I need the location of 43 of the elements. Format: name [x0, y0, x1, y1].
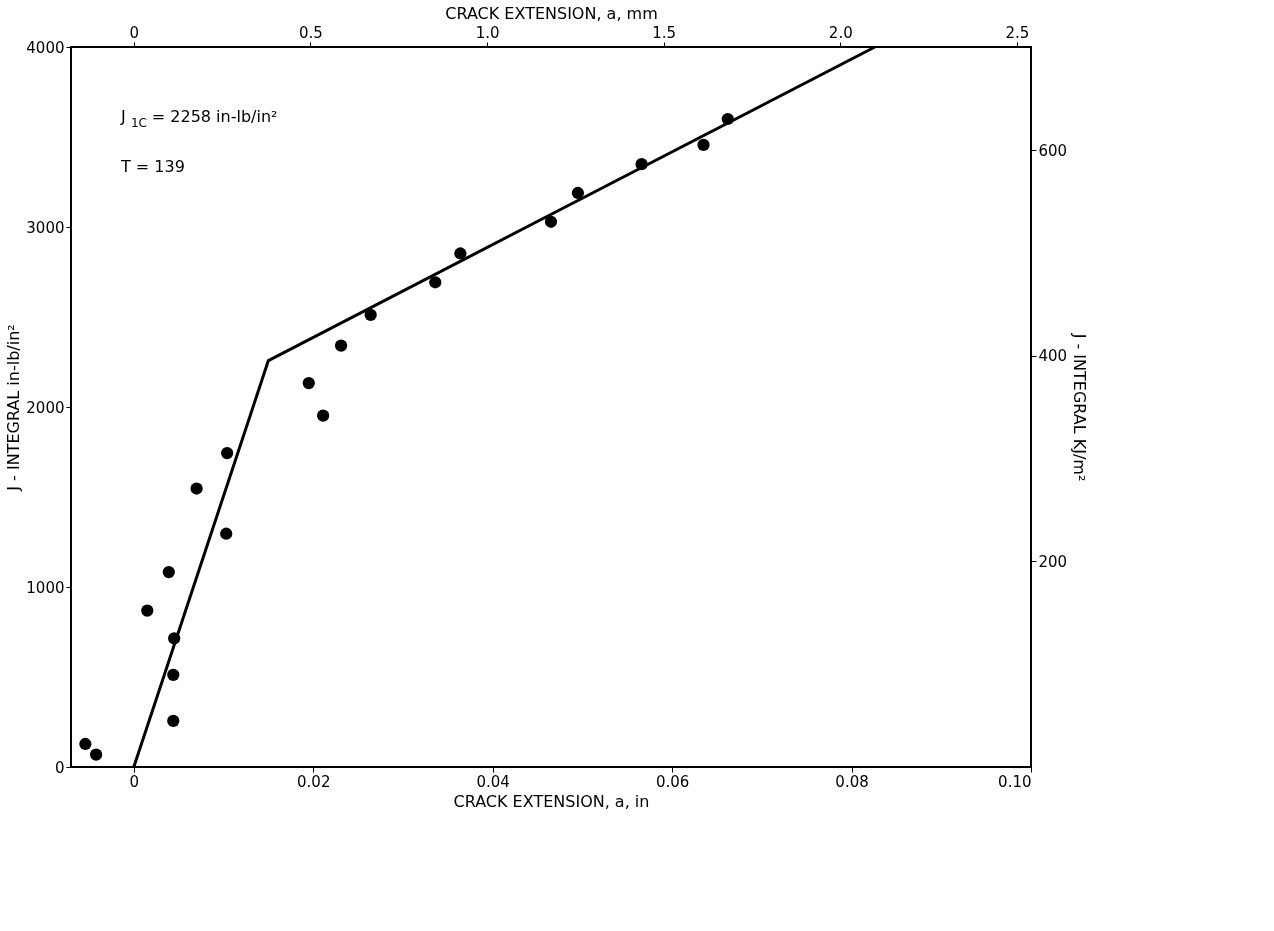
y-tick-label: 3000	[26, 218, 65, 237]
point	[220, 446, 234, 460]
point	[302, 376, 315, 390]
point	[316, 409, 330, 422]
point	[90, 748, 103, 761]
x-tick-label: 0.08	[835, 772, 869, 791]
point	[220, 527, 233, 540]
x2-tick-label: 0	[129, 23, 140, 42]
point	[79, 737, 92, 751]
y2-tick-label: 200	[1038, 552, 1068, 571]
x2-tick-label: 2.0	[828, 23, 853, 42]
y-tick-label: 4000	[26, 38, 65, 57]
y2-tick-label: 600	[1038, 141, 1068, 160]
x-tick-label: 0.10	[998, 772, 1032, 791]
point	[190, 482, 203, 495]
y2-tick-label: 400	[1038, 347, 1068, 366]
point	[364, 308, 377, 321]
y-axis-title: J - INTEGRAL in-lb/in²	[4, 324, 24, 492]
point	[697, 138, 710, 152]
point	[141, 604, 154, 617]
point	[167, 714, 180, 728]
annotation: T = 139	[120, 157, 185, 176]
x2-tick-label: 1.0	[475, 23, 500, 42]
x-tick-label: 0.04	[476, 772, 510, 791]
x-axis-title: CRACK EXTENSION, a, in	[453, 791, 650, 811]
y-tick-label: 2000	[26, 398, 65, 417]
x2-tick-label: 2.5	[1005, 23, 1030, 42]
x2-axis-title: CRACK EXTENSION, a, mm	[445, 3, 658, 23]
x-tick-label: 0.06	[655, 772, 690, 791]
point	[454, 247, 467, 260]
y-tick-label: 0	[54, 758, 65, 777]
point	[167, 668, 180, 681]
y2-axis-title: J - INTEGRAL KJ/m²	[1070, 332, 1090, 482]
x-tick-label: 0	[129, 772, 140, 791]
point	[544, 215, 558, 228]
point	[571, 186, 585, 200]
y-tick-label: 1000	[26, 578, 65, 597]
x-tick-label: 0.02	[297, 772, 331, 791]
point	[334, 339, 348, 352]
point	[162, 565, 175, 579]
x2-tick-label: 1.5	[652, 23, 677, 42]
x2-tick-label: 0.5	[299, 23, 323, 42]
point	[429, 276, 442, 289]
